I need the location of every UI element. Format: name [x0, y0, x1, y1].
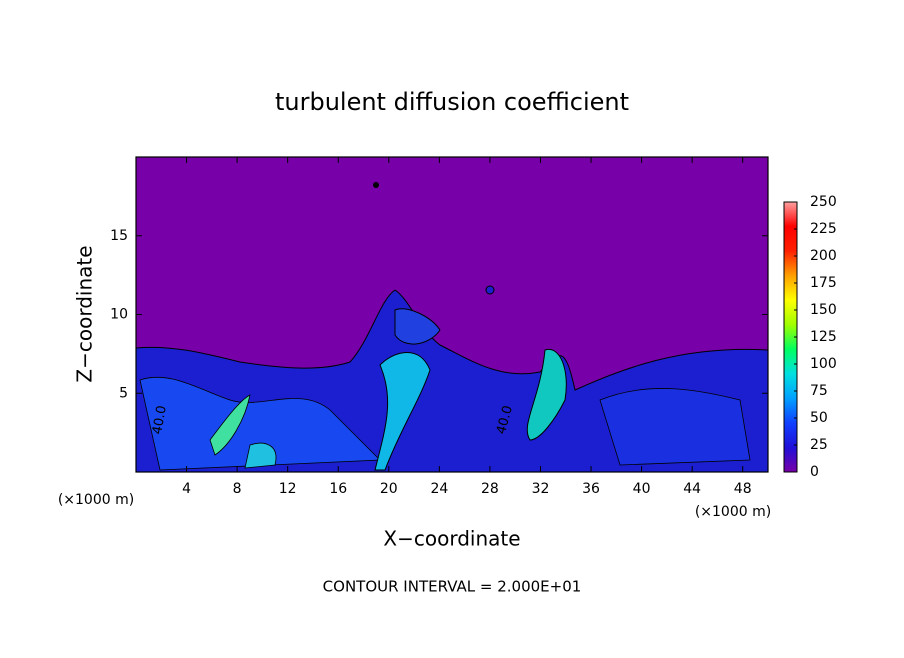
x-tick-label: 36: [582, 481, 600, 497]
contour-label: 40.0: [150, 404, 170, 435]
x-tick-label: 12: [279, 481, 297, 497]
colorbar-tick-label: 250: [810, 194, 837, 210]
colorbar-tick-label: 75: [810, 383, 828, 399]
colorbar-tick-label: 50: [810, 410, 828, 426]
colorbar-tick-label: 100: [810, 356, 837, 372]
y-tick-label: 10: [110, 307, 128, 323]
x-unit-label: (×1000 m): [695, 504, 771, 520]
colorbar-tick-label: 175: [810, 275, 837, 291]
x-tick-label: 4: [182, 481, 191, 497]
colorbar-tick-label: 200: [810, 248, 837, 264]
x-tick-label: 16: [329, 481, 347, 497]
field: [136, 157, 768, 472]
x-tick-label: 32: [532, 481, 550, 497]
x-tick-label: 44: [683, 481, 701, 497]
x-tick-label: 20: [380, 481, 398, 497]
colorbar-tick-label: 225: [810, 221, 837, 237]
x-tick-label: 48: [734, 481, 752, 497]
x-tick-label: 40: [633, 481, 651, 497]
x-tick-label: 24: [430, 481, 448, 497]
colorbar-tick-label: 25: [810, 437, 828, 453]
contour-label: 40.0: [494, 404, 516, 436]
colorbar-tick-label: 125: [810, 329, 837, 345]
x-tick-label: 8: [233, 481, 242, 497]
x-axis-label: X−coordinate: [383, 527, 520, 551]
y-axis-label: Z−coordinate: [73, 245, 97, 382]
footnote: CONTOUR INTERVAL = 2.000E+01: [323, 578, 582, 596]
y-tick-label: 15: [110, 228, 128, 244]
colorbar-tick-label: 0: [810, 464, 819, 480]
x-unit-label: (×1000 m): [58, 492, 134, 508]
y-tick-label: 5: [119, 385, 128, 401]
x-tick-label: 28: [481, 481, 499, 497]
chart-title: turbulent diffusion coefficient: [275, 88, 629, 116]
colorbar-tick-label: 150: [810, 302, 837, 318]
